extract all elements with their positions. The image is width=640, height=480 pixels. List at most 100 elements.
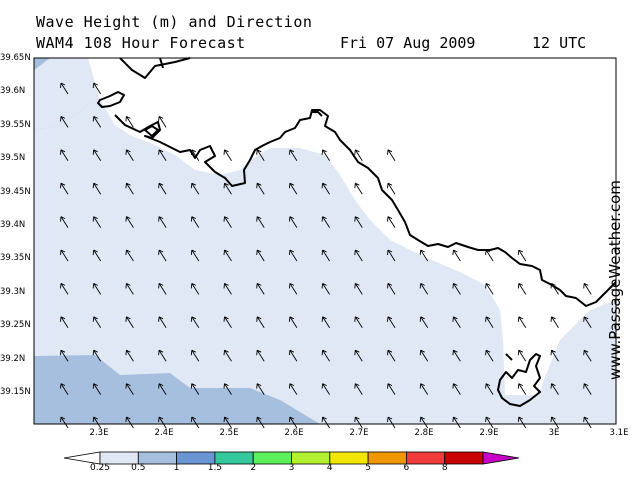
direction-arrow xyxy=(452,282,461,295)
direction-arrow xyxy=(60,416,69,429)
direction-arrow xyxy=(223,316,232,329)
lat-tick-label: 39.65N xyxy=(0,53,31,63)
direction-arrow xyxy=(452,416,461,429)
direction-arrow xyxy=(419,249,429,262)
direction-arrow xyxy=(158,249,167,262)
direction-arrow xyxy=(452,349,461,362)
direction-arrow xyxy=(517,349,527,362)
colorbar-label: 5 xyxy=(365,463,371,473)
direction-arrow xyxy=(125,115,134,128)
lat-tick-label: 39.15N xyxy=(0,387,31,397)
direction-arrow xyxy=(92,216,102,228)
lat-tick-label: 39.4N xyxy=(0,220,26,230)
direction-arrow xyxy=(550,349,559,362)
lat-tick-label: 39.2N xyxy=(0,353,26,364)
lat-tick-label: 39.6N xyxy=(0,86,26,97)
direction-arrow xyxy=(60,383,69,395)
direction-arrow xyxy=(223,349,232,362)
direction-arrow xyxy=(223,416,232,429)
direction-arrow xyxy=(583,416,592,429)
direction-arrow xyxy=(550,316,559,329)
forecast-time: 12 UTC xyxy=(532,34,587,52)
direction-arrow xyxy=(485,282,494,295)
direction-arrow xyxy=(419,349,429,362)
direction-arrow xyxy=(321,316,330,329)
direction-arrow xyxy=(485,383,494,395)
lat-tick-label: 39.45N xyxy=(0,186,31,197)
direction-arrow xyxy=(387,182,396,195)
direction-arrow xyxy=(288,416,298,429)
direction-arrow xyxy=(288,282,298,295)
direction-arrow xyxy=(321,349,330,362)
direction-arrow xyxy=(288,316,298,329)
direction-arrow xyxy=(190,282,200,295)
direction-arrow xyxy=(158,182,167,195)
direction-arrow xyxy=(190,149,200,162)
direction-arrow xyxy=(60,216,69,228)
direction-arrow xyxy=(158,149,167,162)
direction-arrow xyxy=(288,383,298,395)
direction-arrow xyxy=(354,216,363,228)
direction-arrow xyxy=(354,383,363,395)
direction-arrow xyxy=(387,149,396,162)
direction-arrow xyxy=(583,282,592,295)
direction-arrow xyxy=(354,282,363,295)
lon-tick-label: 2.5E xyxy=(219,428,239,438)
direction-arrow xyxy=(452,316,461,329)
chart-title: Wave Height (m) and Direction xyxy=(36,13,313,31)
lon-tick-label: 2.6E xyxy=(284,428,304,438)
direction-arrow xyxy=(354,316,363,329)
direction-arrow xyxy=(125,149,134,162)
forecast-label: WAM4 108 Hour Forecast xyxy=(36,34,246,52)
direction-arrow xyxy=(190,349,200,362)
colorbar-max-triangle xyxy=(482,451,520,465)
lon-tick-label: 3.1E xyxy=(609,428,629,438)
lon-tick-label: 2.3E xyxy=(89,428,109,438)
direction-arrow xyxy=(387,282,396,295)
direction-arrow xyxy=(288,149,298,162)
colorbar-label: 0.25 xyxy=(89,463,111,473)
forecast-date: Fri 07 Aug 2009 xyxy=(340,34,476,52)
direction-arrow xyxy=(256,316,265,329)
direction-arrow xyxy=(321,216,330,228)
direction-arrow xyxy=(223,149,232,162)
lat-tick-label: 39.35N xyxy=(0,253,31,264)
direction-arrow xyxy=(583,316,592,329)
direction-arrow xyxy=(288,182,298,195)
direction-arrow xyxy=(60,316,69,329)
direction-arrow xyxy=(223,182,232,195)
direction-arrow xyxy=(190,383,200,395)
direction-arrow xyxy=(517,249,527,262)
lon-tick-label: 3E xyxy=(548,428,560,438)
colorbar-label: 2 xyxy=(250,463,257,473)
direction-arrow xyxy=(60,249,69,262)
direction-arrow xyxy=(550,416,559,429)
colorbar-label: 1 xyxy=(173,463,180,473)
direction-arrow xyxy=(92,115,102,128)
direction-arrow xyxy=(125,349,134,362)
direction-arrow xyxy=(158,115,167,128)
colorbar-label: 3 xyxy=(288,463,295,473)
direction-arrow xyxy=(92,282,102,295)
direction-arrow xyxy=(92,249,102,262)
direction-arrow xyxy=(419,316,429,329)
direction-arrow xyxy=(419,282,429,295)
direction-arrow xyxy=(125,282,134,295)
direction-arrow xyxy=(158,416,167,429)
direction-arrow xyxy=(223,383,232,395)
direction-arrow xyxy=(288,216,298,228)
direction-arrow xyxy=(354,416,363,429)
direction-arrow xyxy=(158,316,167,329)
direction-arrow xyxy=(583,349,592,362)
direction-arrow xyxy=(60,82,69,95)
direction-arrow xyxy=(92,383,102,395)
direction-arrow xyxy=(158,282,167,295)
direction-arrow xyxy=(321,416,330,429)
direction-arrow xyxy=(387,249,396,262)
direction-arrow xyxy=(256,416,265,429)
direction-arrow xyxy=(387,349,396,362)
direction-arrow xyxy=(92,316,102,329)
direction-arrow xyxy=(158,383,167,395)
direction-arrow xyxy=(354,149,363,162)
colorbar-label: 1.5 xyxy=(207,463,223,473)
